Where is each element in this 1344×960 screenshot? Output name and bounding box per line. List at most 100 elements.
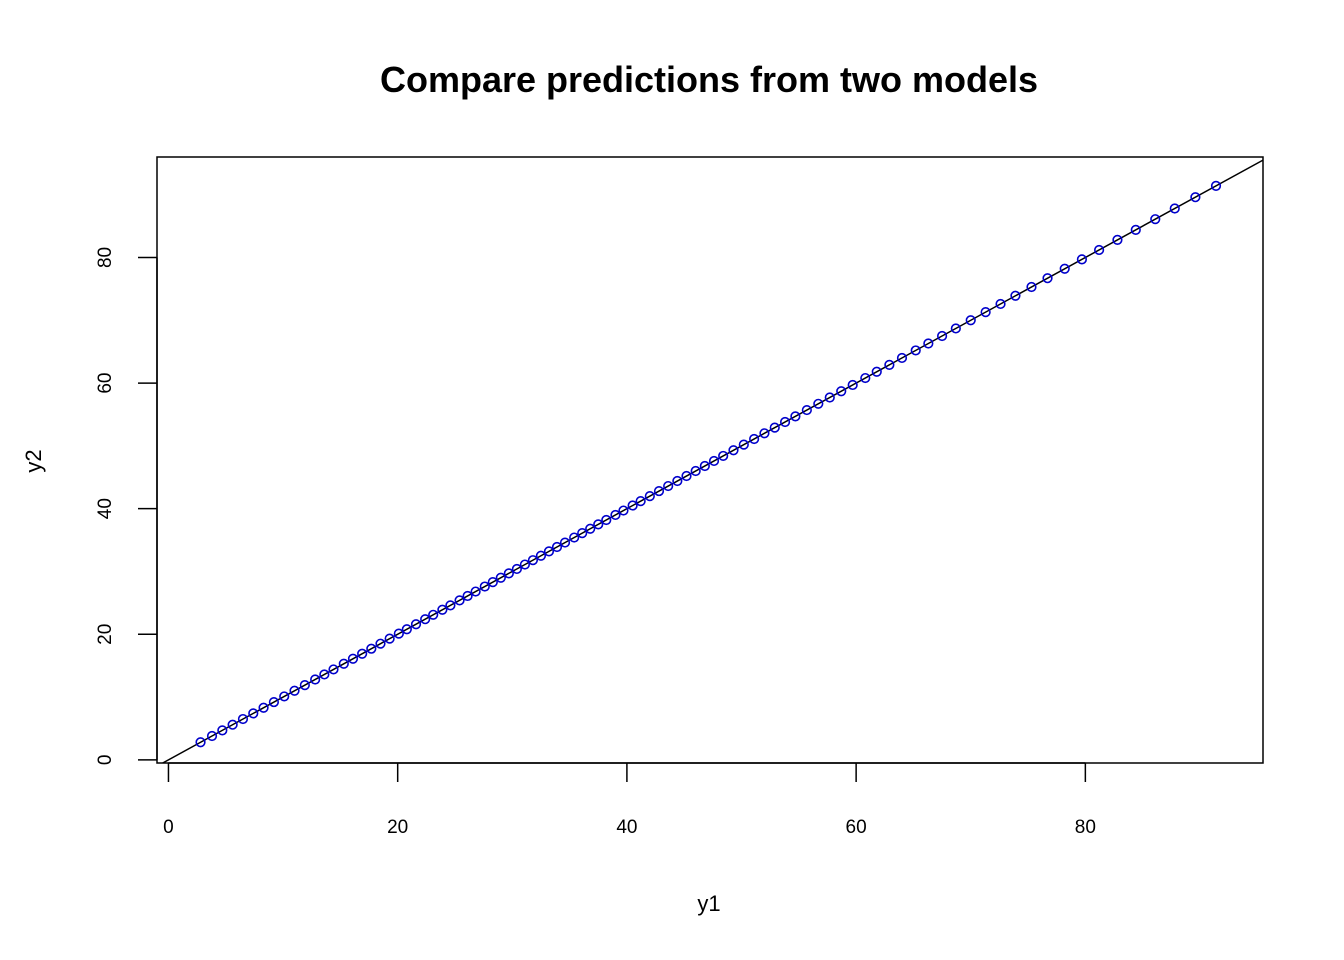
reference-line [162, 159, 1264, 764]
data-point [1076, 254, 1088, 265]
data-point [923, 338, 934, 349]
data-point [860, 372, 871, 384]
data-point [950, 323, 961, 334]
x-tick-label: 20 [387, 817, 408, 838]
data-point [708, 455, 720, 467]
data-point [618, 505, 629, 516]
data-point [690, 465, 701, 477]
plot-marks [162, 159, 1264, 764]
data-point [217, 725, 228, 736]
data-point [699, 460, 710, 472]
data-point [420, 614, 431, 625]
data-point [790, 411, 801, 422]
data-point [310, 674, 321, 685]
y-tick-label: 20 [95, 624, 116, 645]
x-tick-label: 40 [616, 817, 637, 838]
data-point [801, 404, 812, 416]
chart-title: Compare predictions from two models [380, 59, 1038, 100]
data-point [559, 537, 571, 548]
data-point [728, 445, 739, 456]
data-point [470, 586, 481, 597]
data-point [1130, 224, 1141, 235]
y-axis: 0 20 40 60 80 [95, 247, 158, 766]
data-point [366, 643, 377, 654]
data-point [759, 428, 770, 439]
data-point [338, 658, 349, 669]
y-axis-label: y2 [21, 449, 46, 472]
data-point [871, 366, 882, 377]
data-point [635, 496, 646, 507]
data-point [206, 730, 218, 742]
x-axis: 0 20 40 60 80 [163, 762, 1096, 838]
data-point [268, 696, 280, 708]
data-point [672, 475, 683, 487]
data-point [653, 485, 665, 497]
data-point [258, 702, 269, 713]
data-point [195, 737, 206, 748]
data-point [644, 491, 655, 502]
y-tick-label: 60 [95, 373, 116, 394]
data-point [836, 386, 847, 397]
data-point [454, 595, 465, 606]
data-point [738, 439, 749, 450]
y-tick-label: 40 [95, 498, 116, 519]
data-point [610, 509, 621, 521]
data-point [319, 669, 330, 680]
data-point [896, 352, 908, 364]
data-point [1169, 203, 1180, 214]
data-point [437, 604, 448, 615]
data-point [980, 307, 991, 318]
x-tick-label: 0 [163, 817, 174, 838]
data-point [503, 568, 514, 579]
y-tick-label: 0 [95, 755, 116, 766]
data-point [462, 590, 473, 602]
data-point [495, 572, 506, 583]
data-point [749, 433, 760, 445]
data-point [1210, 180, 1222, 191]
data-point [328, 664, 339, 675]
data-point [279, 691, 290, 702]
data-point [289, 685, 300, 696]
x-tick-label: 60 [846, 817, 867, 838]
data-point [401, 624, 412, 635]
x-tick-label: 80 [1075, 817, 1096, 838]
data-point [936, 330, 948, 342]
data-point [663, 480, 674, 492]
data-point [1094, 244, 1105, 256]
data-point [601, 514, 612, 526]
data-point [884, 359, 895, 370]
data-point [779, 416, 791, 428]
data-point [543, 546, 555, 557]
data-point [237, 713, 249, 725]
data-point [569, 532, 580, 543]
data-point [227, 719, 238, 730]
data-point [681, 470, 692, 482]
data-point [585, 523, 596, 534]
data-point [718, 450, 729, 462]
data-point [965, 315, 976, 326]
data-point [1150, 214, 1161, 225]
data-point [410, 619, 422, 630]
data-point [535, 550, 547, 561]
data-point [1026, 281, 1037, 293]
data-point [375, 638, 386, 649]
data-point [393, 628, 404, 639]
data-point [487, 577, 498, 588]
data-point [847, 379, 858, 391]
data-point [593, 519, 604, 530]
data-point [511, 563, 522, 575]
data-point [577, 528, 588, 539]
data-point [813, 398, 824, 409]
data-point [479, 581, 490, 592]
data-point [347, 653, 359, 664]
data-point [551, 541, 563, 553]
data-point [527, 555, 539, 566]
data-point [824, 392, 835, 403]
data-point [428, 609, 439, 620]
data-point [910, 345, 921, 356]
data-point [357, 648, 368, 659]
data-point [995, 298, 1006, 310]
data-point [248, 708, 259, 719]
